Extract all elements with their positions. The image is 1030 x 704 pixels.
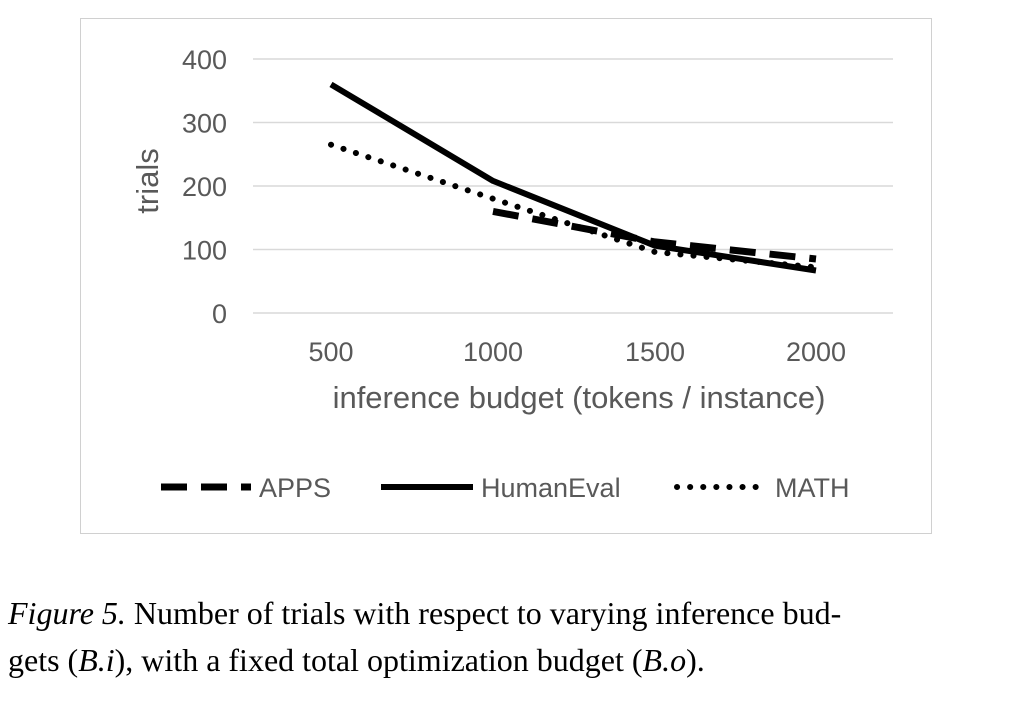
x-tick-label: 1500 <box>625 337 685 367</box>
line-chart: 0 100 200 300 400 500 1000 1500 2000 trials inf… <box>130 45 893 503</box>
gridlines <box>253 58 893 314</box>
caption-math-bo: B.o <box>642 642 687 678</box>
series-line-apps <box>492 207 817 263</box>
x-tick-label: 2000 <box>786 337 846 367</box>
y-tick-label: 300 <box>182 109 227 139</box>
series-line-humaneval <box>329 81 817 274</box>
x-tick-label: 500 <box>308 337 353 367</box>
x-tick-labels: 500 1000 1500 2000 <box>308 337 846 367</box>
caption-text-2a: gets ( <box>8 642 79 678</box>
caption-line-2: gets (B.i), with a fixed total optimizat… <box>8 637 1018 684</box>
legend-label-apps: APPS <box>259 473 331 503</box>
y-tick-label: 0 <box>212 299 227 329</box>
y-tick-label: 400 <box>182 45 227 75</box>
series-line-math <box>328 141 819 271</box>
x-tick-label: 1000 <box>463 337 523 367</box>
caption-text-1: Number of trials with respect to varying… <box>125 595 842 631</box>
caption-text-2c: ). <box>686 642 705 678</box>
figure-label: Figure 5. <box>8 595 126 631</box>
y-tick-label: 200 <box>182 172 227 202</box>
legend: APPS HumanEval MATH <box>161 473 850 503</box>
caption-math-bi: B.i <box>78 642 115 678</box>
figure-caption: Figure 5. Number of trials with respect … <box>8 590 1018 684</box>
y-tick-labels: 0 100 200 300 400 <box>182 45 227 329</box>
y-axis-title: trials <box>130 148 165 213</box>
legend-label-math: MATH <box>775 473 850 503</box>
caption-text-2b: ), with a fixed total optimization budge… <box>114 642 643 678</box>
y-tick-label: 100 <box>182 236 227 266</box>
legend-label-humaneval: HumanEval <box>481 473 621 503</box>
series-lines <box>328 81 819 274</box>
chart-frame: 0 100 200 300 400 500 1000 1500 2000 trials inf… <box>80 18 932 534</box>
caption-line-1: Figure 5. Number of trials with respect … <box>8 590 1018 637</box>
x-axis-title: inference budget (tokens / instance) <box>333 380 826 415</box>
